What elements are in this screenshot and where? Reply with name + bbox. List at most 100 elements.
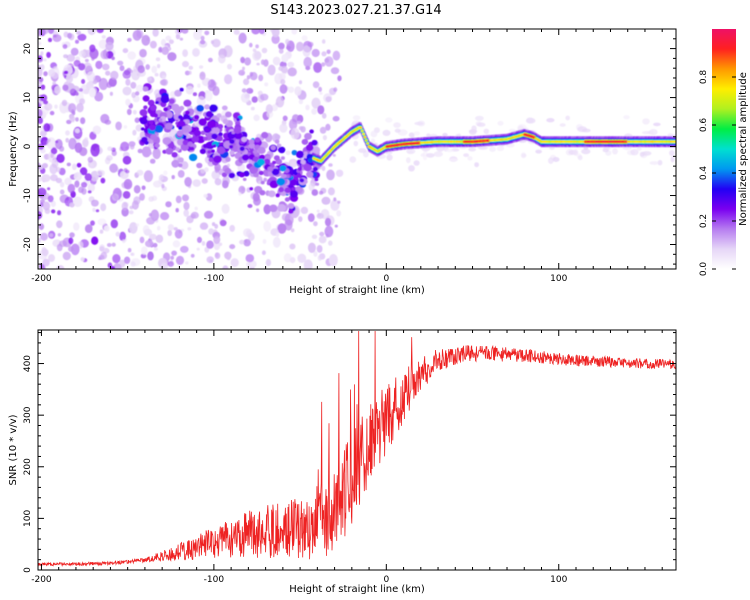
spectrogram-cell-630	[245, 254, 255, 263]
snr-panel: -200 -100 0 100 0 100 200 300 400 Height of stra…	[8, 329, 677, 595]
spectrogram-cell-791	[38, 187, 47, 197]
spectrogram-cell-1508	[222, 118, 229, 125]
spectrogram-cell-324	[302, 45, 311, 57]
spectrogram-cell-866	[111, 56, 115, 61]
spectrogram-cell-377	[230, 258, 239, 268]
spectrogram-cell-734	[139, 193, 145, 201]
spectrogram-cell-1513	[181, 126, 190, 133]
spectrogram-cell-345	[185, 85, 194, 95]
spectrogram-cell-717	[263, 59, 269, 67]
spectrogram-cell-720	[88, 87, 96, 98]
spectrogram-cell-1369	[143, 105, 148, 110]
spectrogram-cell-758	[121, 201, 128, 211]
spectrogram-cell-892	[40, 29, 50, 35]
spectrogram-cell-699	[135, 124, 143, 132]
spectrogram-cell-1561	[314, 177, 319, 182]
spectrogram-cell-226	[303, 259, 313, 269]
spectrogram-cell-1554	[190, 146, 195, 151]
spectrogram-cell-396	[194, 206, 198, 211]
spectrogram-cell-586	[122, 155, 132, 165]
spectrogram-cell-1244	[225, 157, 231, 162]
spectrogram-cell-704	[219, 219, 227, 227]
spectrogram-cell-641	[84, 173, 93, 182]
spectrogram-cell-817	[106, 243, 112, 247]
spectrogram-cell-514	[110, 266, 116, 269]
spectrogram-cell-64	[72, 163, 77, 171]
spectrogram-cell-705	[330, 67, 340, 75]
spectrogram-cell-681	[61, 99, 68, 107]
spectrogram-cell-1497	[148, 120, 154, 125]
spectrogram-cell-562	[127, 248, 132, 253]
spectrogram-cell-327	[262, 239, 267, 244]
spectrogram-cell-1145	[174, 89, 182, 97]
spectrogram-cell-639	[133, 185, 141, 194]
spectrogram-cell-106	[271, 34, 280, 44]
spectrogram-cell-554	[131, 200, 139, 210]
spectrogram-cell-342	[168, 39, 174, 45]
spectrogram-cell-1525	[282, 174, 287, 179]
spectrogram-cell-352	[263, 177, 268, 182]
spectrogram-cell-962	[414, 121, 424, 126]
spectrogram-cell-935	[535, 149, 542, 154]
spectrogram-cell-636	[68, 237, 74, 245]
spectrogram-cell-1520	[229, 139, 235, 145]
spectrogram-cell-492	[158, 174, 164, 181]
spectrogram-cell-1541	[212, 144, 217, 148]
spectrogram-cell-979	[565, 115, 570, 121]
spectrogram-cell-642	[55, 140, 59, 144]
spectrogram-cell-590	[321, 62, 326, 67]
spectrogram-cell-245	[305, 104, 310, 111]
spectrogram-cell-47	[330, 199, 340, 211]
spectrogram-cell-1530	[258, 170, 264, 176]
spectrogram-cell-863	[268, 190, 276, 198]
spectrogram-cell-814	[336, 210, 342, 217]
spectrogram-cell-279	[132, 129, 137, 136]
spectrogram-cell-1480	[301, 138, 309, 145]
spectrogram-cell-678	[145, 64, 150, 70]
spectrogram-cell-277	[204, 210, 214, 219]
spectrogram-cell-879	[65, 74, 74, 83]
spectrogram-cell-947	[446, 149, 454, 153]
spectrogram-cell-820	[80, 117, 86, 125]
spectrogram-cell-741	[307, 213, 315, 223]
spectrogram-cell-743	[298, 99, 304, 105]
spectrogram-cell-761	[43, 100, 49, 105]
spectrogram-cell-451	[154, 89, 161, 97]
spectrogram-cell-493	[137, 148, 143, 154]
spectrogram-cell-815	[50, 147, 58, 155]
spectrogram-cell-559	[161, 78, 169, 86]
spectrogram-cell-749	[105, 41, 114, 51]
spectrogram-cell-170	[326, 169, 335, 181]
spectrogram-cell-1457	[193, 130, 201, 137]
spectrogram-cell-583	[167, 261, 174, 267]
spectrogram-cell-889	[233, 29, 240, 35]
spectrogram-cell-1511	[199, 148, 206, 155]
spectrogram-cell-811	[319, 126, 327, 134]
spectrogram-cell-838	[70, 243, 80, 256]
spectrogram-x-tick-label-2: 0	[383, 274, 389, 284]
spectrogram-cell-344	[59, 189, 65, 195]
colorbar-ticks: 0.0 0.2 0.4 0.6 0.8	[699, 70, 736, 276]
spectrogram-cell-934	[468, 147, 477, 152]
spectrogram-cell-1036	[385, 117, 393, 123]
spectrogram-cell-484	[149, 158, 156, 164]
spectrogram-cell-1566	[150, 134, 157, 141]
spectrogram-cell-594	[337, 75, 342, 82]
spectrogram-cell-959	[497, 120, 504, 126]
spectrogram-cell-954	[413, 160, 420, 166]
spectrogram-cell-560	[96, 169, 104, 176]
spectrogram-cell-532	[279, 123, 288, 133]
spectrogram-cell-516	[298, 216, 303, 223]
spectrogram-cell-1465	[154, 125, 163, 133]
spectrogram-cell-2408	[366, 142, 370, 145]
spectrogram-cell-1209	[216, 113, 222, 118]
spectrogram-cell-1328	[225, 111, 232, 118]
spectrogram-cell-613	[208, 228, 215, 235]
spectrogram-cell-877	[173, 227, 178, 231]
spectrogram-cell-520	[255, 44, 259, 49]
spectrogram-cell-205	[58, 167, 66, 176]
spectrogram-cell-1390	[196, 162, 203, 169]
spectrogram-cell-567	[39, 64, 45, 71]
spectrogram-cell-1049	[370, 130, 378, 138]
spectrogram-cell-405	[239, 239, 245, 245]
